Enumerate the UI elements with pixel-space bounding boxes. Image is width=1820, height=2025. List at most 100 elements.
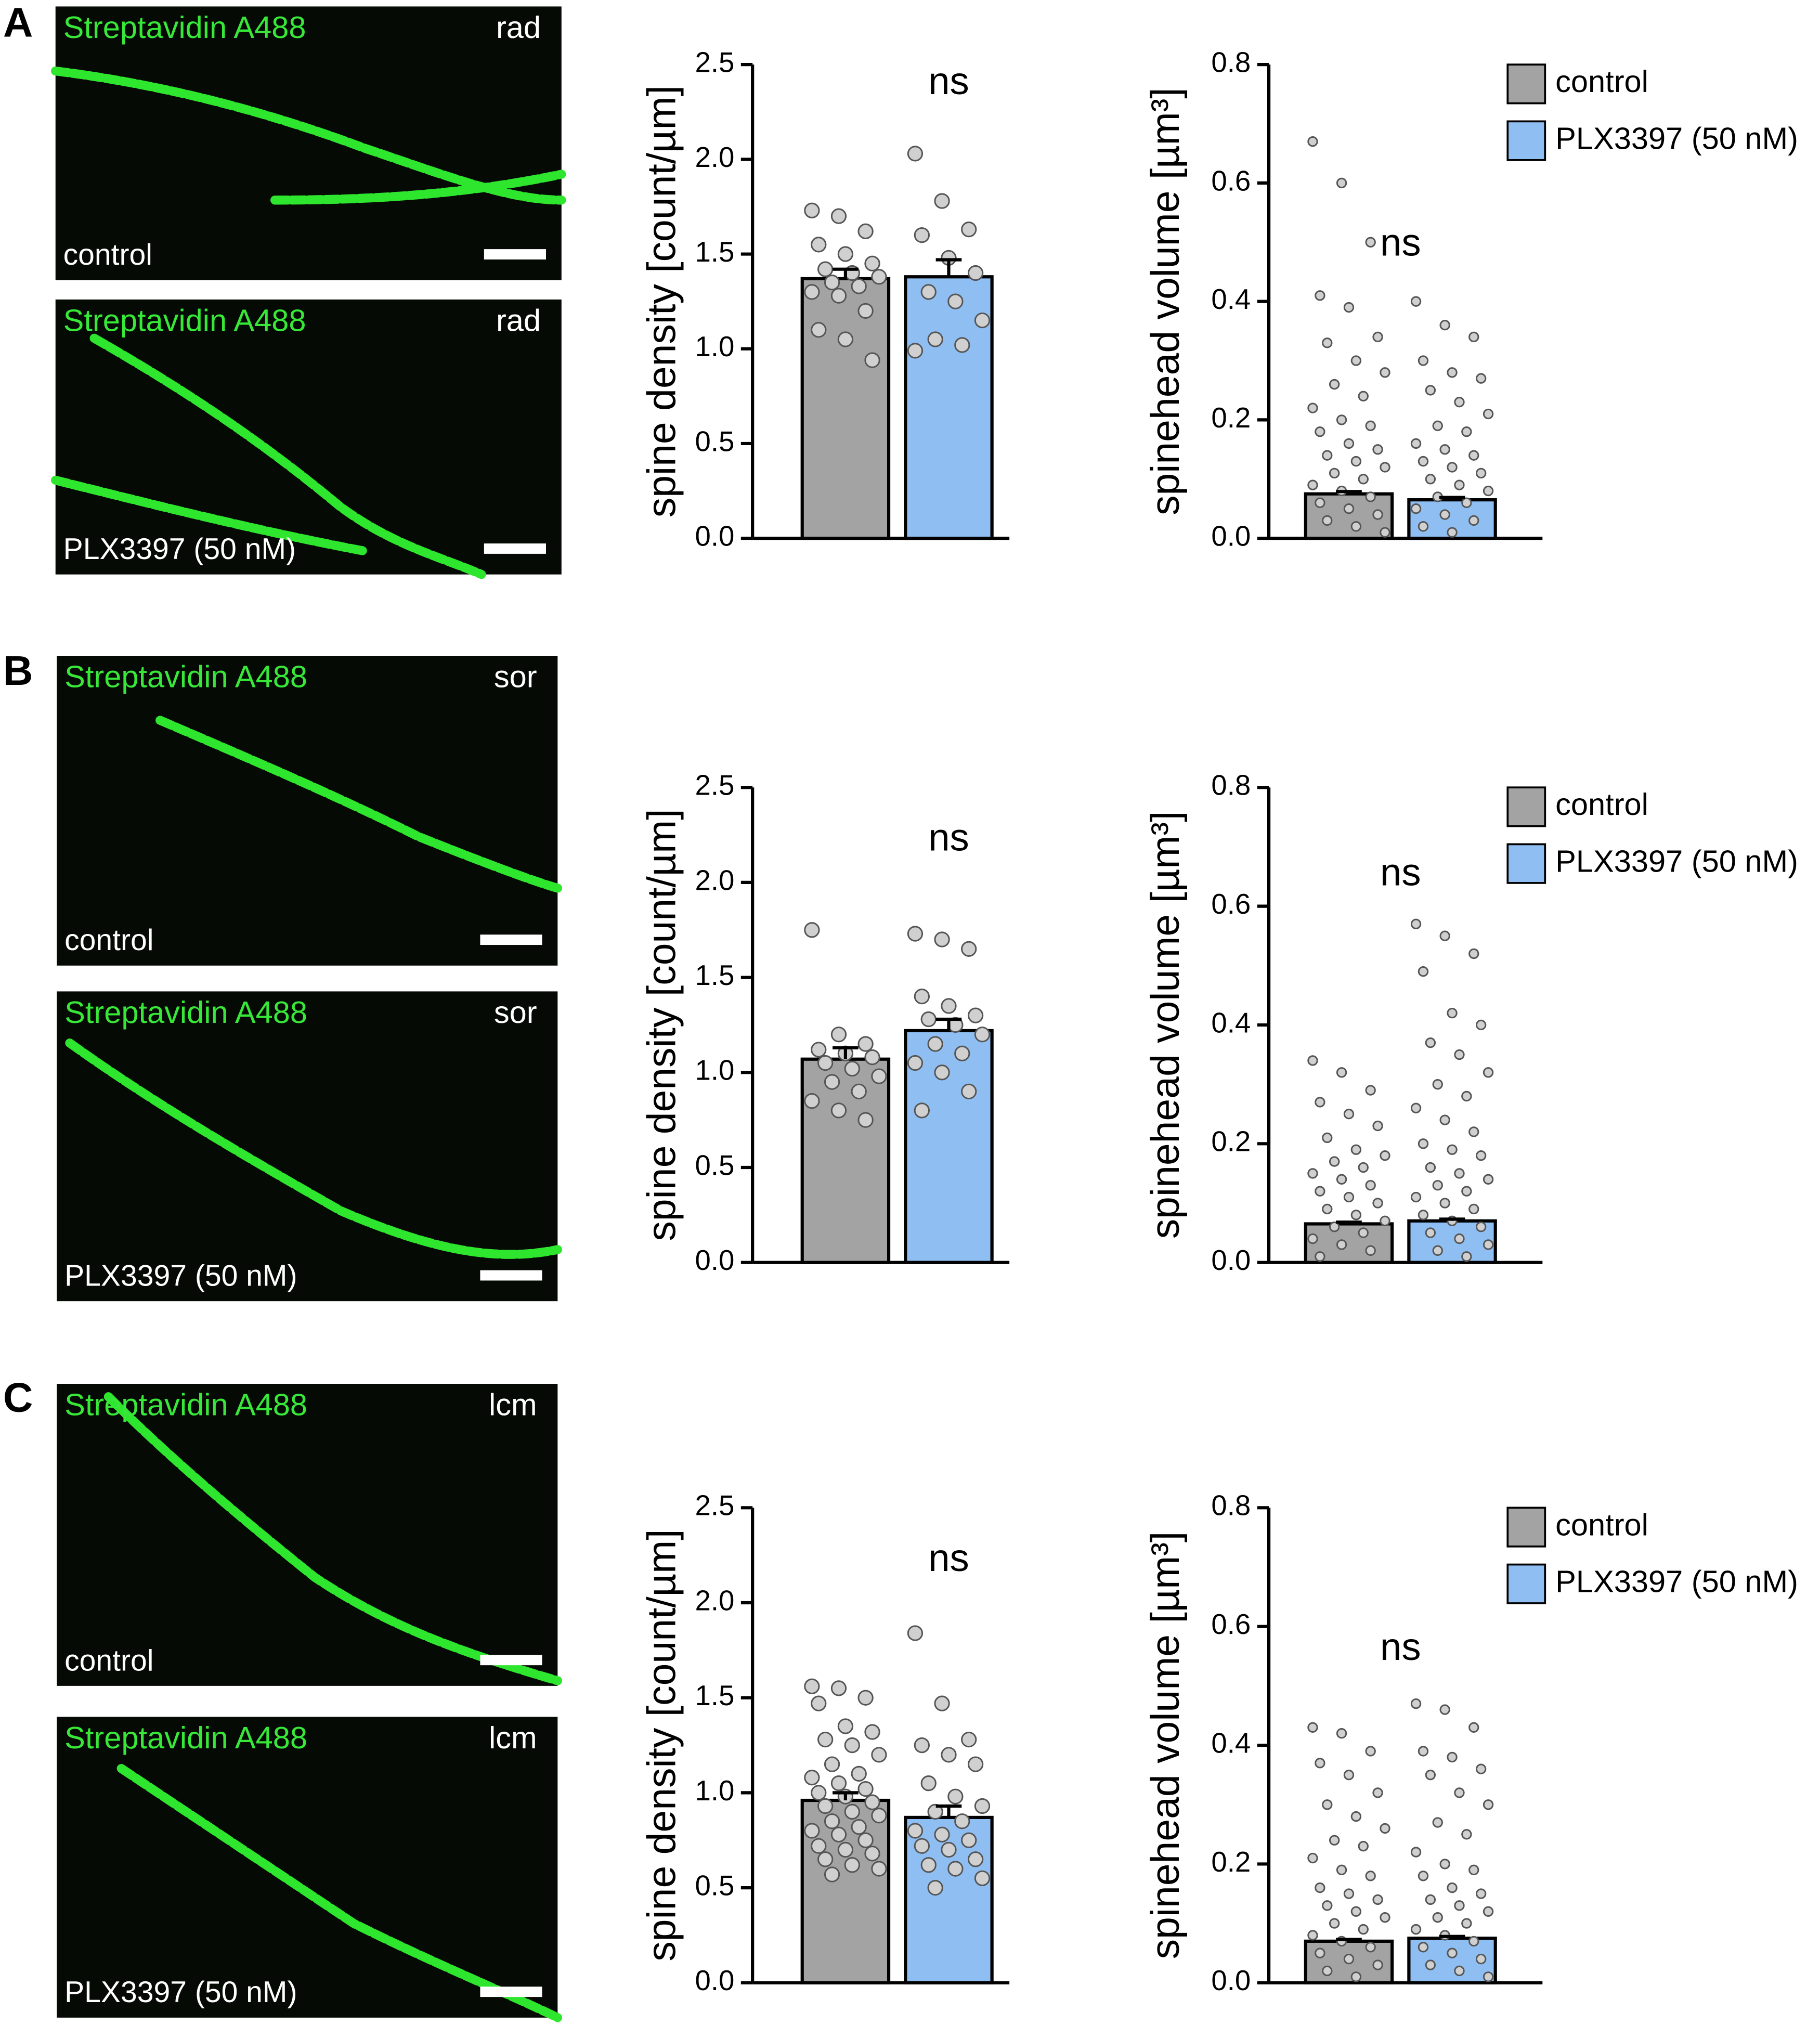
bar (800, 277, 891, 540)
data-point (1468, 948, 1479, 959)
data-point (1425, 1894, 1436, 1905)
panel-label: A (3, 0, 33, 46)
data-point (1425, 1227, 1436, 1238)
data-point (1358, 1840, 1369, 1852)
data-point (1418, 1746, 1429, 1757)
data-point (1350, 1210, 1362, 1221)
data-point (817, 1798, 834, 1814)
data-point (1410, 1924, 1422, 1935)
data-point (864, 352, 880, 368)
data-point (1350, 521, 1362, 532)
stain-label: Streptavidin A488 (63, 10, 306, 45)
data-point (1468, 1126, 1479, 1137)
data-point (1365, 1746, 1376, 1757)
data-point (1358, 474, 1369, 485)
data-point (1343, 302, 1355, 313)
data-point (1447, 1007, 1458, 1019)
data-point (1468, 331, 1479, 343)
data-point (1461, 426, 1472, 437)
data-point (927, 1036, 943, 1052)
data-point (871, 1861, 887, 1877)
y-tick-label: 2.0 (695, 141, 735, 173)
data-point (1307, 136, 1318, 147)
legend-swatch (1506, 120, 1546, 161)
stain-label: Streptavidin A488 (64, 1720, 307, 1755)
data-point (864, 1724, 880, 1740)
condition-label: PLX3397 (50 nM) (63, 533, 296, 566)
data-point (1418, 1942, 1429, 1953)
data-point (1365, 1871, 1376, 1881)
data-point (857, 303, 874, 319)
data-point (1418, 1138, 1429, 1149)
y-tick-label: 1.5 (695, 1680, 735, 1711)
data-point (1475, 1222, 1487, 1232)
data-point (1439, 1859, 1450, 1870)
data-point (1365, 237, 1376, 248)
data-point (844, 1857, 860, 1873)
data-point (1461, 1829, 1472, 1840)
data-point (864, 255, 880, 271)
data-point (1380, 1215, 1390, 1226)
data-point (1439, 1114, 1450, 1125)
condition-label: control (64, 1644, 153, 1677)
data-point (1439, 444, 1450, 455)
data-point (1410, 1102, 1422, 1113)
data-point (830, 208, 847, 224)
data-point (967, 1756, 984, 1772)
data-point (1343, 503, 1355, 514)
legend-label: PLX3397 (50 nM) (1555, 1564, 1798, 1599)
annotation: ns (1380, 1625, 1421, 1668)
data-point (1350, 1906, 1362, 1917)
scale-bar (484, 543, 546, 554)
bar (800, 1057, 891, 1264)
data-point (1358, 1162, 1369, 1173)
data-point (1461, 1251, 1472, 1262)
data-point (824, 1813, 840, 1829)
data-point (1307, 1930, 1318, 1941)
data-point (954, 337, 970, 353)
data-point (1432, 1912, 1443, 1923)
data-point (920, 1011, 937, 1028)
data-point (961, 1832, 977, 1848)
data-point (1380, 527, 1390, 538)
data-point (837, 1718, 854, 1734)
data-point (941, 998, 957, 1014)
data-point (934, 1065, 950, 1081)
scale-bar (480, 934, 542, 945)
data-point (1454, 1049, 1465, 1060)
y-tick-label: 0.0 (695, 1965, 735, 1996)
region-label: sor (494, 659, 537, 694)
data-point (1439, 1704, 1450, 1715)
data-point (824, 1866, 840, 1883)
data-point (907, 926, 924, 942)
data-point (1425, 1037, 1436, 1048)
data-point (811, 1042, 827, 1058)
data-point (914, 989, 930, 1005)
data-point (1315, 1251, 1325, 1262)
y-tick-label: 2.5 (695, 47, 735, 79)
data-point (1372, 444, 1383, 455)
data-point (967, 1851, 984, 1867)
data-point (857, 1112, 874, 1128)
y-axis-label: spinehead volume [µm³] (1143, 811, 1188, 1239)
data-point (1365, 1245, 1376, 1256)
data-point (920, 1775, 937, 1792)
error-bar (1439, 1217, 1465, 1221)
data-point (857, 1690, 874, 1706)
micrograph (55, 6, 562, 280)
y-tick-label: 0.5 (695, 1149, 735, 1181)
data-point (830, 1826, 847, 1842)
data-point (967, 1007, 984, 1023)
data-point (1322, 515, 1333, 526)
data-point (844, 1060, 860, 1077)
data-point (1350, 355, 1362, 366)
scale-bar (480, 1987, 542, 1997)
data-point (1329, 1156, 1340, 1167)
data-point (830, 1775, 847, 1792)
annotation: ns (928, 59, 969, 102)
data-point (811, 237, 827, 253)
data-point (1447, 527, 1458, 538)
error-bar (833, 267, 859, 279)
error-bar (935, 1017, 962, 1031)
data-point (1418, 1210, 1429, 1221)
